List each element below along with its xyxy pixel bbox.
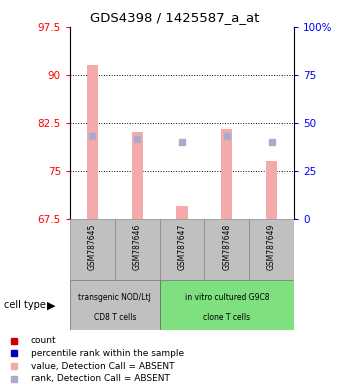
Text: rank, Detection Call = ABSENT: rank, Detection Call = ABSENT bbox=[31, 374, 170, 383]
Bar bbox=[249, 219, 294, 280]
Bar bbox=[70, 219, 115, 280]
Text: CD8 T cells: CD8 T cells bbox=[93, 313, 136, 322]
Bar bbox=[160, 280, 294, 330]
Text: ▶: ▶ bbox=[47, 300, 55, 310]
Bar bbox=[87, 65, 98, 219]
Bar bbox=[160, 219, 204, 280]
Text: GSM787645: GSM787645 bbox=[88, 223, 97, 270]
Text: count: count bbox=[31, 336, 57, 346]
Bar bbox=[132, 132, 143, 219]
Bar bbox=[70, 280, 160, 330]
Text: percentile rank within the sample: percentile rank within the sample bbox=[31, 349, 184, 358]
Text: GSM787646: GSM787646 bbox=[133, 223, 142, 270]
Bar bbox=[176, 206, 188, 219]
Bar bbox=[221, 129, 232, 219]
Text: cell type: cell type bbox=[4, 300, 46, 310]
Text: GSM787647: GSM787647 bbox=[177, 223, 187, 270]
Text: transgenic NOD/LtJ: transgenic NOD/LtJ bbox=[78, 293, 151, 302]
Text: GSM787648: GSM787648 bbox=[222, 223, 231, 270]
Bar bbox=[204, 219, 249, 280]
Bar bbox=[266, 161, 277, 219]
Text: clone T cells: clone T cells bbox=[203, 313, 250, 322]
Text: value, Detection Call = ABSENT: value, Detection Call = ABSENT bbox=[31, 362, 174, 371]
Text: GSM787649: GSM787649 bbox=[267, 223, 276, 270]
Text: in vitro cultured G9C8: in vitro cultured G9C8 bbox=[184, 293, 269, 302]
Text: GDS4398 / 1425587_a_at: GDS4398 / 1425587_a_at bbox=[90, 12, 260, 25]
Bar bbox=[115, 219, 160, 280]
